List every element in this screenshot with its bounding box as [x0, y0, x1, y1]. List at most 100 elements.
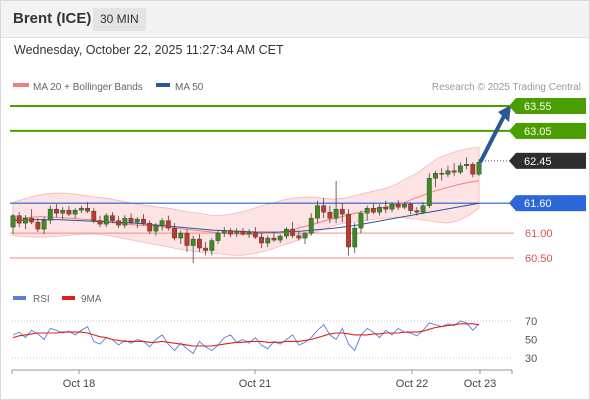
- candle: [395, 200, 401, 211]
- candle-body: [178, 232, 184, 239]
- candle: [66, 206, 72, 217]
- x-axis: Oct 18 Oct 21 Oct 22 Oct 23: [11, 370, 513, 390]
- target-label-pointer: [509, 122, 516, 139]
- ma9-legend-swatch: [62, 296, 75, 300]
- candle-body: [420, 205, 426, 213]
- candle: [383, 200, 389, 214]
- timeframe-button[interactable]: 30 MIN: [93, 8, 146, 31]
- level-labels: 63.55 63.05 62.45 61.60 61.00 60.50: [509, 98, 586, 265]
- candle-body: [426, 178, 432, 206]
- candle-body: [395, 203, 401, 208]
- candle-body: [122, 217, 128, 226]
- candle-body: [377, 206, 382, 213]
- candle: [252, 227, 258, 240]
- candle: [346, 209, 351, 256]
- support-label: 61.00: [525, 228, 553, 240]
- candle: [339, 203, 345, 223]
- candle-body: [47, 208, 53, 221]
- candle-body: [259, 236, 264, 244]
- candle: [172, 223, 177, 241]
- x-tick-label: Oct 23: [464, 378, 496, 390]
- candle-body: [221, 230, 227, 234]
- candle: [128, 213, 134, 225]
- candle: [134, 217, 140, 229]
- pivot-label-pointer: [509, 195, 516, 212]
- rsi-tick-label: 50: [525, 335, 537, 347]
- candle: [184, 229, 190, 253]
- candle: [78, 205, 84, 214]
- candle: [321, 198, 327, 219]
- candle: [333, 180, 339, 224]
- ma20-legend-swatch: [13, 83, 29, 87]
- source-credit: Research © 2025 Trading Central: [432, 82, 581, 93]
- rsi-tick-label: 70: [525, 316, 537, 328]
- candle: [420, 202, 426, 215]
- candle-body: [364, 207, 370, 214]
- candle: [54, 204, 59, 218]
- candle-body: [265, 237, 271, 244]
- candle: [16, 212, 22, 228]
- pivot-label: 61.60: [524, 198, 552, 210]
- candle-body: [383, 206, 389, 210]
- candle-body: [433, 173, 438, 179]
- pivot-label-box: [516, 195, 586, 212]
- candle: [209, 238, 215, 256]
- candle-body: [41, 219, 47, 230]
- price-levels: [10, 105, 514, 259]
- candle: [296, 230, 302, 241]
- candle-body: [451, 170, 457, 173]
- candle-body: [78, 207, 84, 211]
- candle-body: [252, 231, 258, 238]
- candle: [283, 227, 289, 240]
- candle: [10, 214, 16, 235]
- candle: [302, 232, 308, 245]
- candle-body: [414, 210, 420, 213]
- candle: [451, 163, 457, 176]
- candle-body: [215, 232, 221, 241]
- candle: [315, 200, 320, 224]
- target-label: 63.05: [524, 126, 552, 138]
- candle: [364, 205, 370, 221]
- candle-body: [91, 210, 97, 221]
- candle-body: [209, 240, 215, 251]
- candle: [308, 213, 314, 236]
- candle-body: [315, 205, 320, 219]
- candle: [41, 217, 47, 235]
- candle: [190, 235, 196, 263]
- candle: [402, 202, 407, 210]
- candle-body: [184, 232, 190, 246]
- candle-body: [23, 217, 28, 224]
- target-label-pointer: [509, 98, 516, 114]
- forecast-arrow-shaft: [479, 114, 506, 163]
- candle-body: [141, 218, 146, 224]
- candle: [271, 232, 277, 243]
- candle: [60, 207, 66, 220]
- candle-body: [470, 164, 476, 175]
- candle: [358, 210, 364, 234]
- candle-body: [116, 220, 122, 226]
- rsi-panel: 70 50 30: [12, 316, 537, 365]
- ma20-line: [12, 180, 480, 235]
- candle: [389, 202, 395, 213]
- candle: [408, 202, 414, 215]
- candle: [426, 173, 432, 209]
- candle-body: [283, 228, 289, 237]
- candle-body: [203, 247, 209, 251]
- candle: [246, 229, 252, 239]
- candle: [327, 205, 333, 224]
- candle-body: [196, 238, 202, 249]
- candle-body: [29, 217, 35, 223]
- candle: [196, 234, 202, 253]
- candle: [103, 213, 109, 228]
- candle: [464, 157, 469, 170]
- header-bar: Brent (ICE) 30 MIN: [1, 1, 589, 38]
- candle-body: [333, 208, 339, 219]
- candle-body: [308, 217, 314, 234]
- rsi-tick-label: 30: [525, 353, 537, 365]
- rsi-line: [12, 320, 480, 355]
- target-label: 63.55: [524, 101, 552, 113]
- candle: [203, 242, 209, 256]
- candle-body: [103, 215, 109, 225]
- x-tick-label: Oct 18: [63, 378, 95, 390]
- candle: [377, 204, 382, 216]
